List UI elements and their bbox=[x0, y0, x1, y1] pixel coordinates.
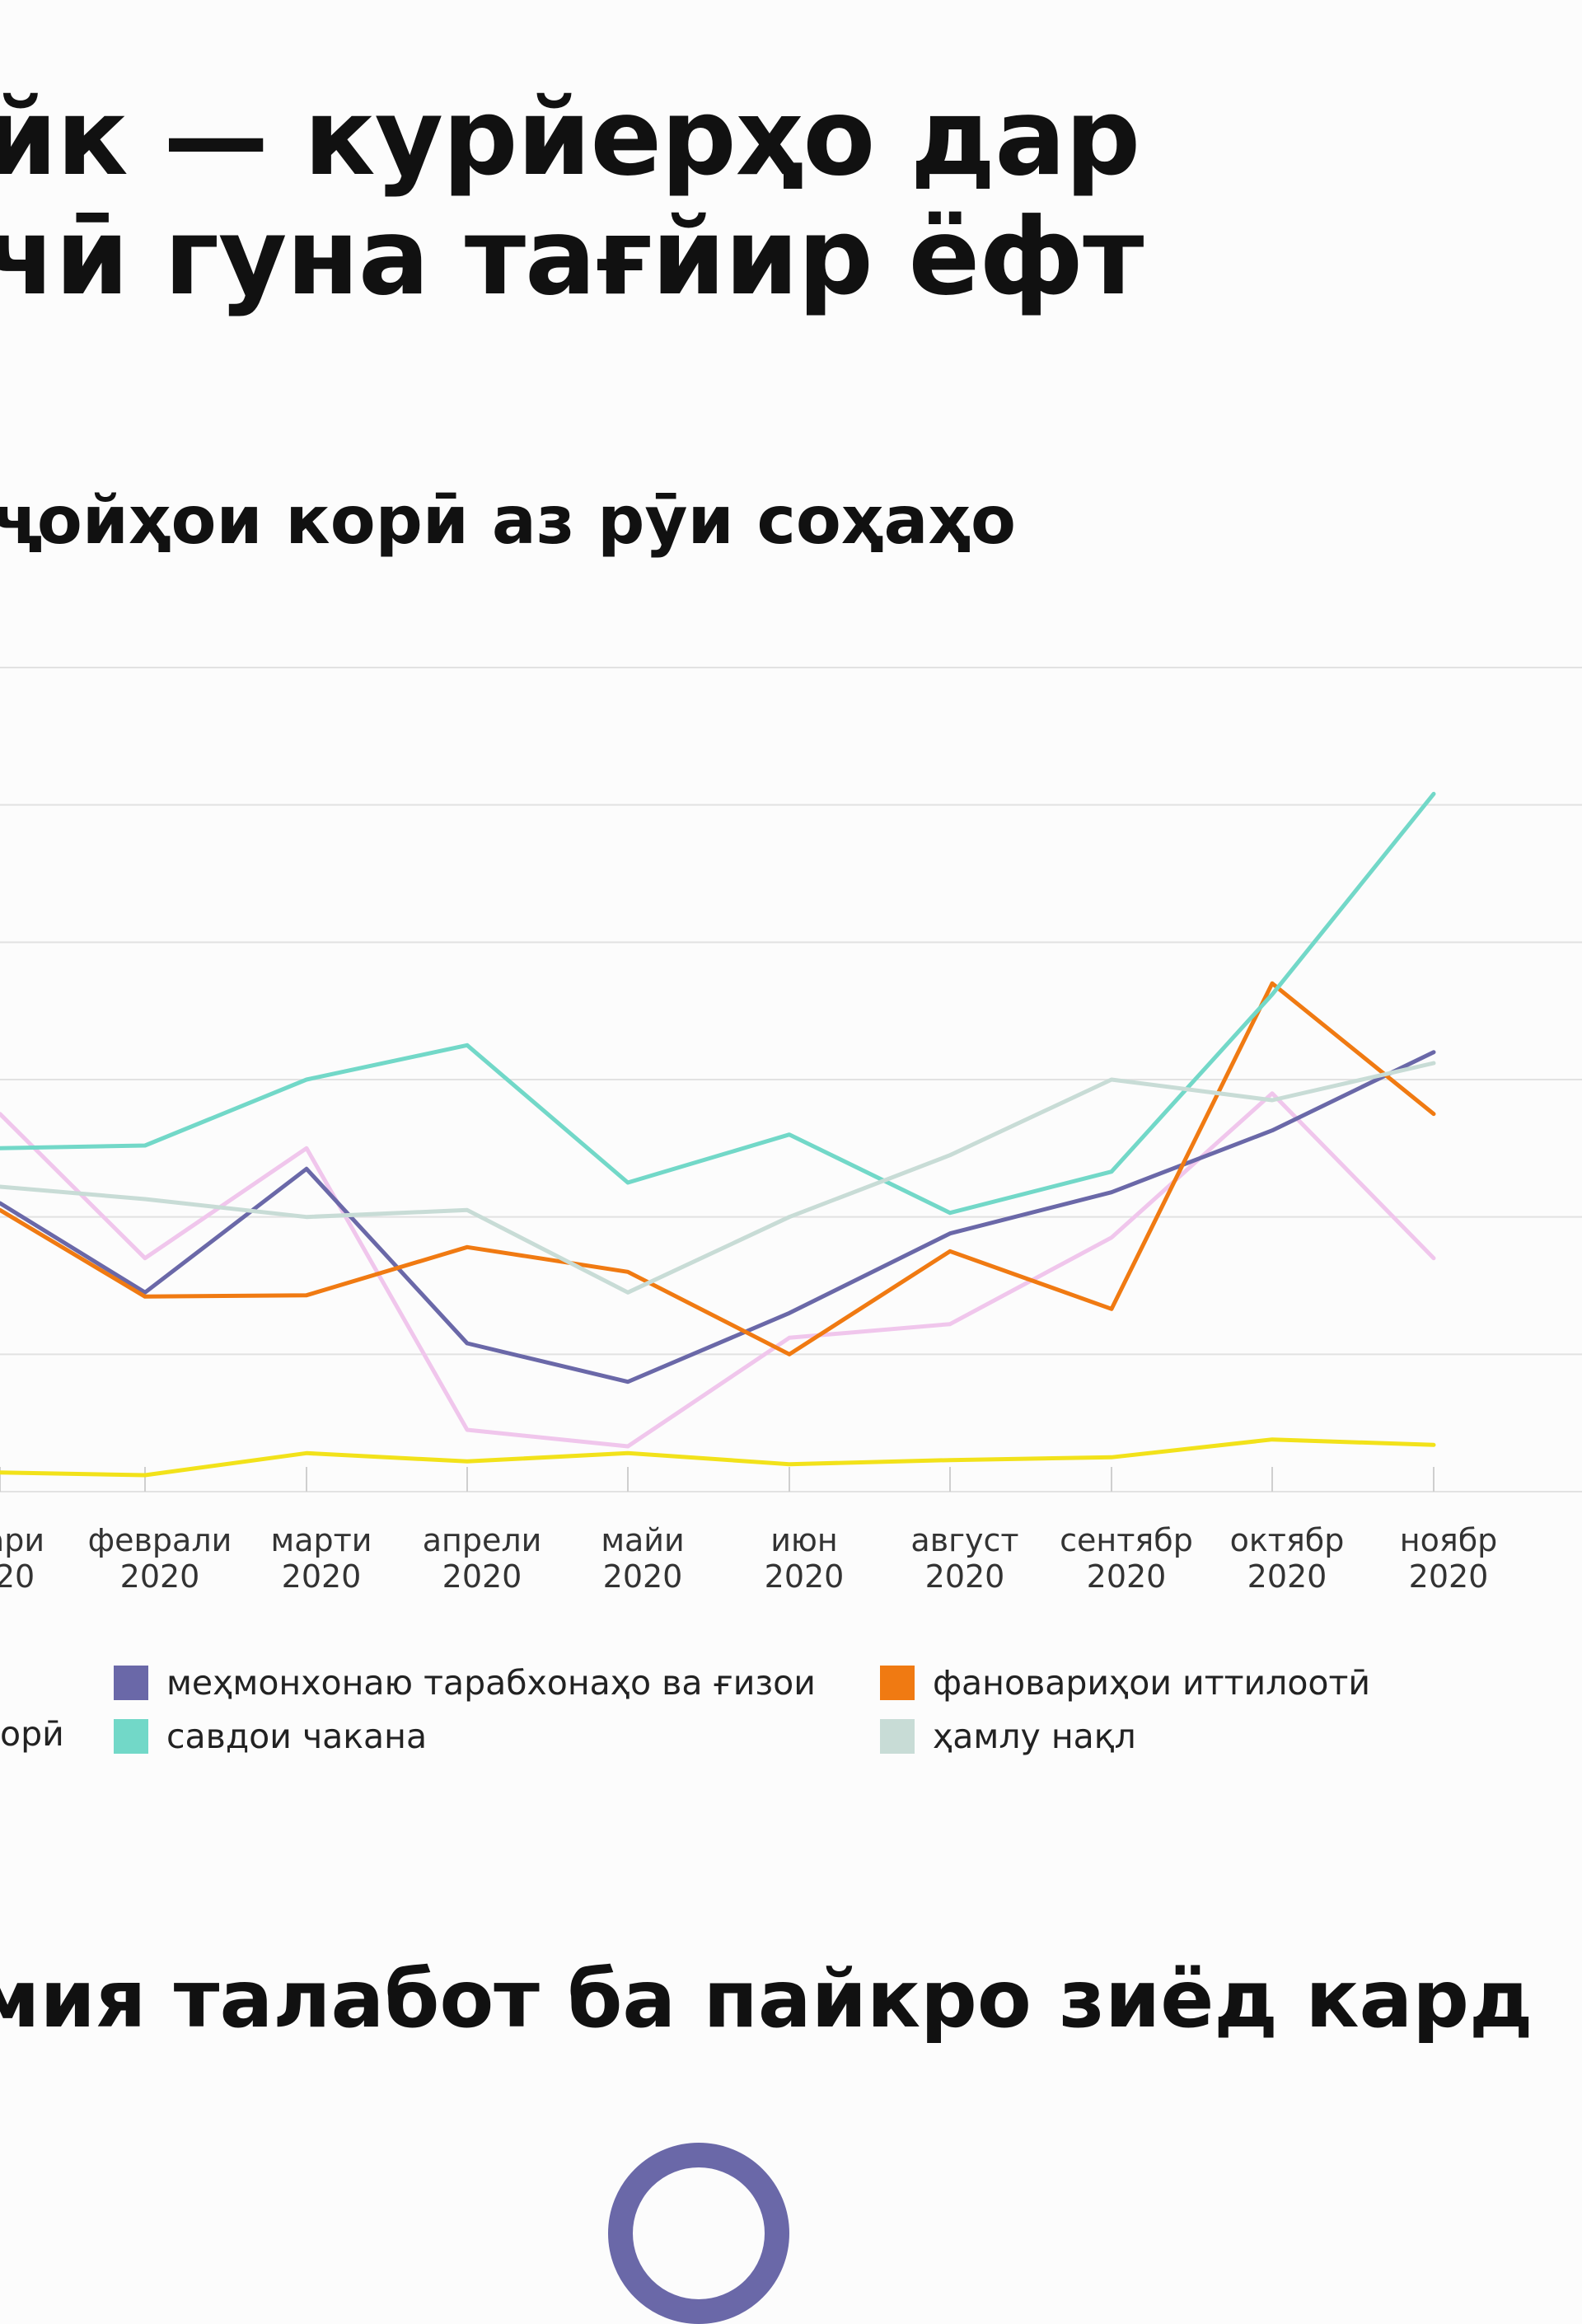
x-tick-label: 2020 bbox=[442, 1558, 522, 1595]
x-tick-label: 2020 bbox=[765, 1558, 845, 1595]
x-tick-label: апрели bbox=[423, 1522, 542, 1558]
legend-label: ҳамлу нақл bbox=[933, 1717, 1136, 1756]
series-line-pink bbox=[0, 1091, 1436, 1449]
x-tick-label: майи bbox=[601, 1522, 684, 1558]
legend-item-hotels: меҳмонхонаю тарабхонаҳо ва ғизои bbox=[114, 1663, 816, 1703]
legend-label: савдои чакана bbox=[166, 1717, 428, 1756]
x-tick-label: июн bbox=[770, 1522, 838, 1558]
x-tick-label: 2020 bbox=[925, 1558, 1005, 1595]
legend-item-retail: савдои чакана bbox=[114, 1717, 427, 1756]
series-line-it bbox=[0, 981, 1436, 1356]
legend-item-pink: орӣ bbox=[0, 1714, 64, 1754]
x-axis: ари20феврали2020марти2020апрели2020майи2… bbox=[0, 1467, 1497, 1595]
x-tick-label: 2020 bbox=[1409, 1558, 1489, 1595]
legend-label: фановариҳои иттилоотӣ bbox=[933, 1663, 1371, 1703]
x-tick-label: 2020 bbox=[603, 1558, 683, 1595]
legend: орӣ меҳмонхонаю тарабхонаҳо ва ғизои фан… bbox=[0, 1661, 1582, 1784]
series-line-retail bbox=[0, 791, 1436, 1216]
chart-subtitle: ҷойҳои корӣ аз рӯи соҳаҳо bbox=[0, 482, 1017, 559]
x-tick-label: октябр bbox=[1230, 1522, 1345, 1558]
x-tick-label: 2020 bbox=[1087, 1558, 1167, 1595]
chart-title: йк — курйерҳо дар чӣ гуна тағйир ёфт bbox=[0, 78, 1549, 317]
x-tick-label: 20 bbox=[0, 1558, 35, 1595]
x-tick-label: 2020 bbox=[120, 1558, 200, 1595]
series-line-yellow bbox=[0, 1437, 1436, 1478]
title-line-2: чӣ гуна тағйир ёфт bbox=[0, 196, 1144, 319]
x-tick-label: марти bbox=[271, 1522, 372, 1558]
series-line-transport bbox=[0, 1061, 1436, 1295]
gridlines bbox=[0, 667, 1582, 1492]
legend-label: орӣ bbox=[0, 1714, 64, 1754]
headline: мия талабот ба пайкро зиёд кард bbox=[0, 1953, 1533, 2045]
series-lines bbox=[0, 791, 1436, 1478]
legend-item-transport: ҳамлу нақл bbox=[880, 1717, 1136, 1756]
x-tick-label: 2020 bbox=[282, 1558, 362, 1595]
o-ring-logo-icon bbox=[608, 2143, 789, 2324]
legend-swatch bbox=[114, 1719, 148, 1754]
legend-swatch bbox=[114, 1666, 148, 1700]
title-line-1: йк — курйерҳо дар bbox=[0, 77, 1140, 199]
line-chart: ари20феврали2020марти2020апрели2020майи2… bbox=[0, 667, 1582, 1595]
legend-swatch bbox=[880, 1666, 915, 1700]
legend-label: меҳмонхонаю тарабхонаҳо ва ғизои bbox=[166, 1663, 816, 1703]
x-tick-label: сентябр bbox=[1060, 1522, 1193, 1558]
legend-item-it: фановариҳои иттилоотӣ bbox=[880, 1663, 1370, 1703]
x-tick-label: август bbox=[910, 1522, 1018, 1558]
x-tick-label: феврали bbox=[88, 1522, 232, 1558]
legend-swatch bbox=[880, 1719, 915, 1754]
x-tick-label: 2020 bbox=[1247, 1558, 1327, 1595]
x-tick-label: ноябр bbox=[1400, 1522, 1498, 1558]
x-tick-label: ари bbox=[0, 1522, 44, 1558]
series-line-hotels bbox=[0, 1050, 1436, 1385]
